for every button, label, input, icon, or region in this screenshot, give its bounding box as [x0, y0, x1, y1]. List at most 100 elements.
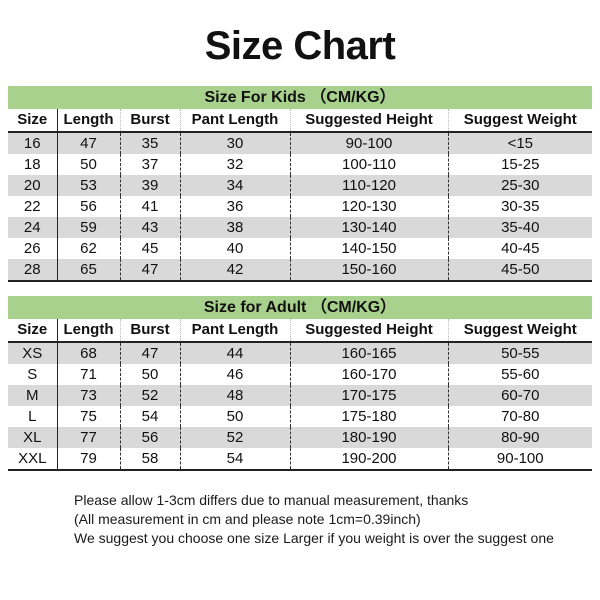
column-header-size: Size	[8, 319, 58, 343]
cell-suggest-weight: 55-60	[501, 366, 540, 383]
table-row: L 75 54 50 175-180 70-80	[8, 406, 592, 427]
table-row: XL 77 56 52 180-190 80-90	[8, 427, 593, 448]
cell-burst: 47	[120, 342, 181, 364]
column-header-suggest-weight: Suggest Weight	[448, 109, 593, 133]
cell-burst: 50	[120, 364, 181, 385]
cell-suggested-height: 160-165	[290, 342, 449, 364]
cell-size: 22	[8, 196, 58, 217]
column-header-suggested-height: Suggested Height	[290, 319, 449, 343]
cell-pant-length: 48	[180, 385, 291, 406]
kids-banner-cell: Size For Kids （CM/KG）	[8, 86, 593, 109]
cell-size: 18	[8, 154, 58, 175]
cell-burst: 39	[120, 175, 181, 196]
cell-length: 73	[57, 385, 121, 406]
kids-header-row: Size Length Burst Pant Length Suggested …	[8, 109, 593, 133]
column-header-length: Length	[57, 109, 121, 133]
kids-banner-label: Size For Kids （CM/KG）	[204, 89, 396, 106]
cell-length: 77	[57, 427, 121, 448]
cell-suggest-weight: 40-45	[501, 240, 540, 257]
column-header-pant-length: Pant Length	[180, 109, 291, 133]
footer-note-line: We suggest you choose one size Larger if…	[74, 530, 554, 546]
kids-size-table: Size For Kids （CM/KG） Size Length Burst …	[8, 86, 593, 282]
adult-banner-row: Size for Adult （CM/KG）	[8, 296, 593, 319]
cell-suggested-height: 90-100	[290, 132, 449, 154]
cell-burst: 56	[120, 427, 181, 448]
cell-suggested-height: 130-140	[290, 217, 449, 238]
cell-suggested-height: 140-150	[290, 238, 449, 259]
adult-size-table: Size for Adult （CM/KG） Size Length Burst…	[8, 296, 593, 471]
table-row: 24 59 43 38 130-140 35-40	[8, 217, 593, 238]
cell-size: 28	[8, 259, 58, 282]
cell-suggested-height: 170-175	[290, 385, 449, 406]
table-row: M 73 52 48 170-175 60-70	[8, 385, 593, 406]
cell-burst: 37	[120, 154, 181, 175]
adult-size-table-block: Size for Adult （CM/KG） Size Length Burst…	[8, 296, 593, 471]
cell-length: 65	[57, 259, 121, 282]
cell-size: L	[8, 406, 58, 427]
table-row: 20 53 39 34 110-120 25-30	[8, 175, 593, 196]
cell-length: 79	[57, 448, 121, 471]
table-row: S 71 50 46 160-170 55-60	[8, 364, 592, 385]
cell-suggest-weight: 35-40	[448, 217, 593, 238]
cell-pant-length: 46	[180, 364, 291, 385]
table-row: 28 65 47 42 150-160 45-50	[8, 259, 593, 282]
cell-size: XS	[8, 342, 58, 364]
cell-length: 56	[57, 196, 121, 217]
cell-length: 68	[57, 342, 121, 364]
cell-pant-length: 44	[180, 342, 291, 364]
kids-size-table-block: Size For Kids （CM/KG） Size Length Burst …	[8, 86, 593, 282]
table-row: XS 68 47 44 160-165 50-55	[8, 342, 593, 364]
table-row: XXL 79 58 54 190-200 90-100	[8, 448, 593, 471]
cell-suggested-height: 160-170	[290, 364, 449, 385]
table-row: 26 62 45 40 140-150 40-45	[8, 238, 592, 259]
cell-burst: 58	[120, 448, 181, 471]
cell-suggested-height: 110-120	[290, 175, 449, 196]
cell-size: 24	[8, 217, 58, 238]
table-row: 22 56 41 36 120-130 30-35	[8, 196, 592, 217]
footer-note-line: (All measurement in cm and please note 1…	[74, 511, 421, 527]
cell-pant-length: 30	[180, 132, 291, 154]
table-row: 16 47 35 30 90-100 <15	[8, 132, 593, 154]
cell-size: XXL	[8, 448, 58, 471]
cell-burst: 45	[120, 238, 181, 259]
adult-banner-cell: Size for Adult （CM/KG）	[8, 296, 593, 319]
cell-burst: 47	[120, 259, 181, 282]
kids-banner-row: Size For Kids （CM/KG）	[8, 86, 593, 109]
cell-burst: 43	[120, 217, 181, 238]
cell-pant-length: 42	[180, 259, 291, 282]
cell-pant-length: 34	[180, 175, 291, 196]
column-header-burst: Burst	[120, 109, 181, 133]
cell-length: 62	[57, 238, 121, 259]
cell-burst: 35	[120, 132, 181, 154]
cell-length: 59	[57, 217, 121, 238]
cell-pant-length: 40	[180, 238, 291, 259]
cell-size: 20	[8, 175, 58, 196]
cell-size: XL	[8, 427, 58, 448]
column-header-burst: Burst	[120, 319, 181, 343]
cell-pant-length: 54	[180, 448, 291, 471]
cell-suggest-weight: 80-90	[448, 427, 593, 448]
cell-size: S	[8, 364, 58, 385]
cell-length: 53	[57, 175, 121, 196]
cell-pant-length: 52	[180, 427, 291, 448]
cell-suggest-weight: <15	[448, 132, 593, 154]
cell-length: 75	[57, 406, 121, 427]
cell-burst: 54	[120, 406, 181, 427]
cell-pant-length: 32	[180, 154, 291, 175]
cell-burst: 41	[120, 196, 181, 217]
cell-size: 26	[8, 238, 58, 259]
cell-suggested-height: 180-190	[290, 427, 449, 448]
cell-size: M	[8, 385, 58, 406]
cell-length: 50	[57, 154, 121, 175]
cell-burst: 52	[120, 385, 181, 406]
page-title: Size Chart	[204, 24, 396, 68]
adult-table-body: Size for Adult （CM/KG） Size Length Burst…	[8, 296, 593, 471]
cell-suggest-weight: 60-70	[448, 385, 593, 406]
cell-pant-length: 50	[180, 406, 291, 427]
cell-suggest-weight: 70-80	[501, 408, 540, 425]
column-header-size: Size	[8, 109, 58, 133]
column-header-pant-length: Pant Length	[180, 319, 291, 343]
cell-suggest-weight: 30-35	[501, 198, 540, 215]
cell-suggested-height: 100-110	[290, 154, 449, 175]
